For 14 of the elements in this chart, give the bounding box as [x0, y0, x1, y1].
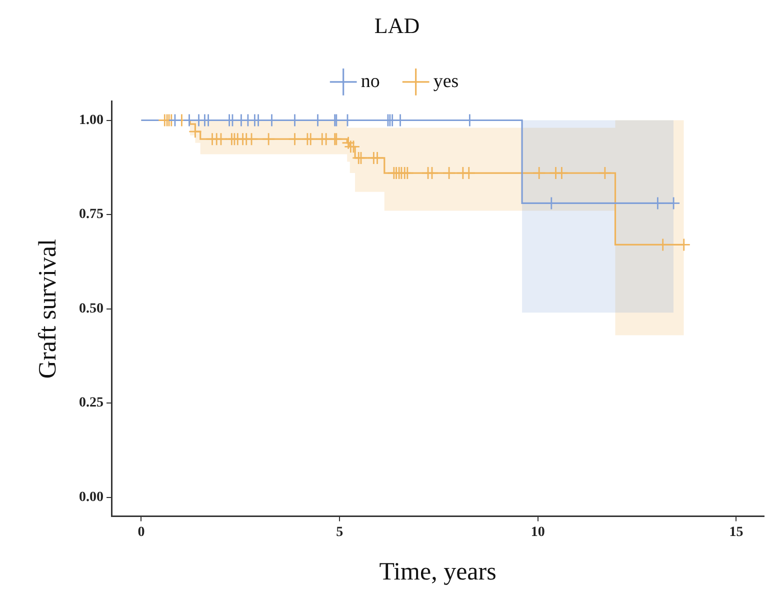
y-tick-label: 0.25 — [79, 396, 104, 411]
y-tick-label: 0.00 — [79, 490, 104, 505]
x-tick-label: 15 — [729, 525, 744, 540]
legend-label: no — [360, 70, 380, 92]
y-tick-label: 0.75 — [79, 207, 104, 222]
x-tick-label: 5 — [336, 525, 344, 540]
y-tick-label: 0.50 — [79, 301, 104, 316]
y-tick-label: 1.00 — [79, 112, 104, 128]
legend-title: LAD — [374, 12, 420, 38]
y-axis-title: Graft survival — [34, 238, 62, 379]
x-axis-title: Time, years — [379, 558, 496, 586]
x-tick-label: 0 — [138, 525, 145, 540]
legend-label: yes — [433, 70, 459, 92]
x-tick-label: 10 — [530, 525, 545, 540]
